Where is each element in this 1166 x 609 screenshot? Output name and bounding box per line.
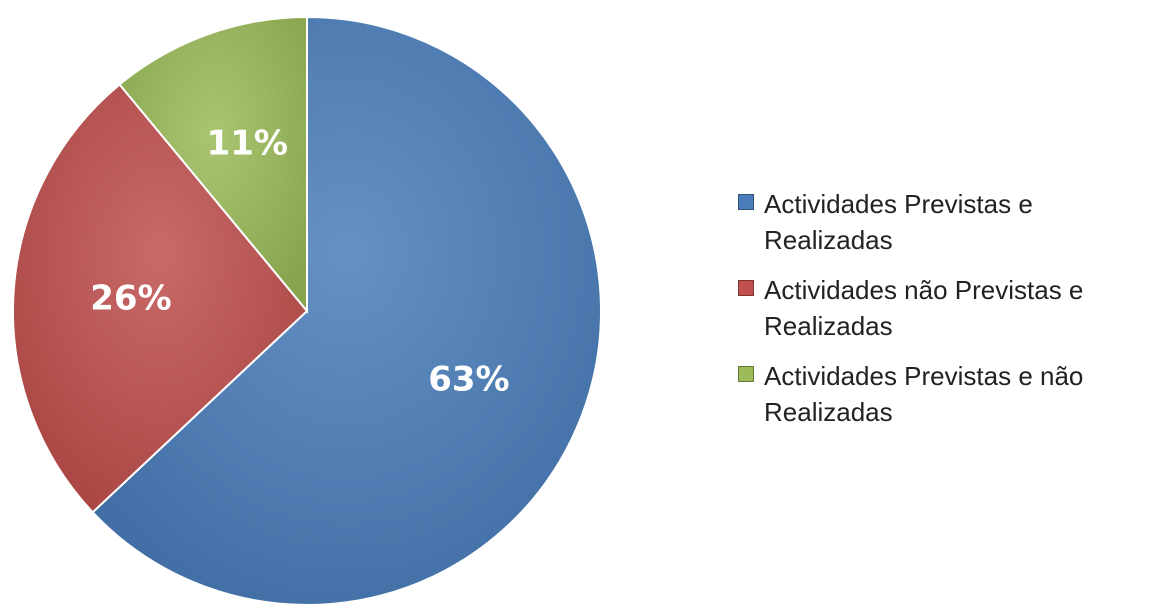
data-label: 26% xyxy=(90,278,171,318)
legend-item: Actividades não Previstas e Realizadas xyxy=(738,272,1138,344)
pie-slice xyxy=(91,15,602,606)
legend-label: Actividades Previstas e não Realizadas xyxy=(764,361,1084,427)
pie-slice xyxy=(12,83,309,514)
legend-item: Actividades Previstas e Realizadas xyxy=(738,186,1138,258)
legend-swatch xyxy=(738,366,754,382)
legend-item: Actividades Previstas e não Realizadas xyxy=(738,358,1138,430)
legend-label: Actividades Previstas e Realizadas xyxy=(764,189,1033,255)
data-label: 11% xyxy=(207,124,288,164)
legend-swatch xyxy=(738,194,754,210)
legend: Actividades Previstas e Realizadas Activi… xyxy=(738,186,1138,444)
data-label: 63% xyxy=(428,360,509,400)
legend-swatch xyxy=(738,280,754,296)
legend-label: Actividades não Previstas e Realizadas xyxy=(764,275,1084,341)
pie-slice xyxy=(118,15,308,314)
pie-area: 63% 26% 11% xyxy=(12,15,602,606)
